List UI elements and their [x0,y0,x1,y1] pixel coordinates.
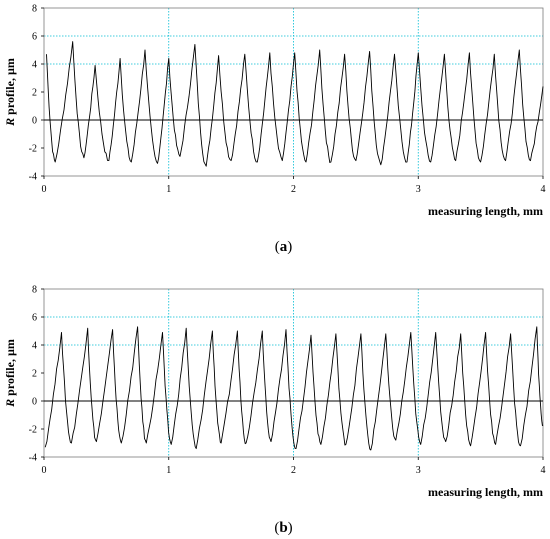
panel-a-y-tick-label: -2 [29,144,37,155]
panel-b-x-tick-label: 1 [166,465,171,476]
panel-b-y-tick-label: 4 [32,341,37,352]
panel-a-caption: (a) [275,239,293,255]
panel-b-y-tick-label: 8 [32,285,37,296]
panel-b-r-profile-line [44,326,544,451]
panel-b-x-axis-label: measuring length, mm [428,485,543,499]
panel-a-y-tick-label: 8 [32,4,37,15]
panel-a-tick-labels: -4 -2 0 2 4 6 8 0 1 2 3 4 [29,4,546,196]
panel-a-y-tick-label: 0 [32,116,37,127]
panel-a-y-tick-label: 6 [32,32,37,43]
panel-b-y-tick-label: 6 [32,313,37,324]
panel-b-y-tick-label: 2 [32,369,37,380]
panel-b-grid [44,289,543,457]
panel-b-x-tick-label: 0 [42,465,47,476]
panel-a-x-tick-label: 2 [291,184,296,195]
panel-b-x-tick-label: 4 [541,465,546,476]
panel-b-x-tick-label: 2 [291,465,296,476]
panel-b-y-tick-label: 0 [32,397,37,408]
panel-b-x-tick-label: 3 [416,465,421,476]
panel-b-caption: (b) [274,520,292,536]
panel-a-chart: -4 -2 0 2 4 6 8 0 1 2 3 4 R profile, µm measuring l… [3,4,546,256]
panel-a-y-tick-label: -4 [29,172,37,183]
panel-a-caption-letter: a [280,239,288,255]
panel-b-caption-letter: b [279,520,287,536]
panel-a-x-tick-label: 3 [416,184,421,195]
panel-b-y-tick-label: -4 [29,453,37,464]
panel-a-series [46,41,544,167]
panel-a-r-profile-line [46,41,544,167]
panel-b-chart: -4 -2 0 2 4 6 8 0 1 2 3 4 R profile, µm measuring l… [3,285,546,537]
panel-b-y-tick-label: -2 [29,425,37,436]
panel-b-series [44,326,544,451]
panel-a-grid [44,8,543,176]
panel-a-y-tick-label: 2 [32,88,37,99]
panel-a-x-tick-label: 4 [541,184,546,195]
panel-a-x-axis-label: measuring length, mm [428,204,543,218]
panel-a-y-tick-label: 4 [32,60,37,71]
panel-a-x-tick-label: 0 [42,184,47,195]
panel-a-y-axis-label: R profile, µm [3,58,17,127]
panel-b-tick-labels: -4 -2 0 2 4 6 8 0 1 2 3 4 [29,285,546,477]
panel-b-y-axis-label: R profile, µm [3,339,17,408]
panel-a-x-tick-label: 1 [166,184,171,195]
